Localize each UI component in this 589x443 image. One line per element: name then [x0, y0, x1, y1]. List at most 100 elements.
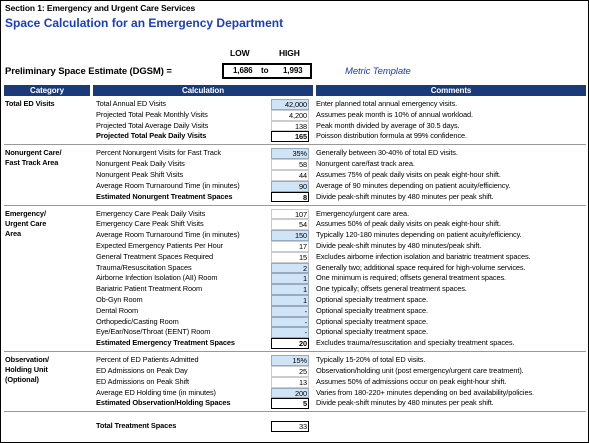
row-comment: Average of 90 minutes depending on patie… — [316, 180, 511, 190]
value-cell — [271, 305, 309, 317]
row-label: Nonurgent Peak Daily Visits — [96, 159, 185, 169]
row-comment: Peak month divided by average of 30.5 da… — [316, 120, 460, 130]
separator — [4, 411, 586, 413]
value-cell — [271, 273, 309, 285]
header-cell — [93, 85, 313, 96]
row-label: Percent Nonurgent Visits for Fast Track — [96, 148, 221, 158]
row-label: Average ED Holding time (in minutes) — [96, 387, 216, 397]
row-value: 35% — [292, 149, 308, 159]
value-cell — [271, 355, 309, 366]
row-label: Projected Total Average Daily Visits — [96, 120, 209, 130]
value-cell — [271, 230, 309, 241]
row-label: Total Annual ED Visits — [96, 99, 166, 108]
row-value: 15 — [298, 252, 307, 262]
row-label: ED Admissions on Peak Day — [96, 366, 188, 375]
row-value: 1 — [302, 296, 307, 305]
template-label: Metric Template — [345, 66, 411, 77]
header-cell — [316, 85, 586, 96]
category-label: Emergency/ — [5, 208, 46, 218]
row-label: Airborne Infection Isolation (AII) Room — [96, 273, 218, 283]
row-value: 25 — [298, 367, 307, 376]
row-label: Eye/Ear/Nose/Throat (EENT) Room — [96, 327, 211, 337]
row-value: 17 — [298, 242, 307, 251]
row-value: 58 — [298, 160, 307, 170]
value-cell — [271, 327, 309, 339]
row-value: 107 — [294, 209, 307, 219]
row-comment: One minimum is required; offsets general… — [316, 273, 507, 283]
low-label: LOW — [230, 48, 250, 58]
row-label: Ob-Gyn Room — [96, 295, 143, 304]
row-comment: Divide peak-shift minutes by 480 minutes… — [316, 241, 482, 250]
value-cell — [271, 131, 309, 143]
row-label: General Treatment Spaces Required — [96, 251, 214, 261]
estimate-box — [222, 63, 312, 79]
value-cell — [271, 219, 309, 231]
value-cell — [271, 295, 309, 306]
row-value: 2 — [302, 263, 307, 273]
row-comment: Typically 120-180 minutes depending on p… — [316, 230, 522, 240]
row-label: Average Room Turnaround Time (in minutes… — [96, 230, 240, 240]
row-label: Nonurgent Peak Shift Visits — [96, 170, 184, 179]
category-label: Observation/ — [5, 355, 49, 365]
value-cell — [271, 366, 309, 377]
value-cell — [271, 120, 309, 132]
estimate-high: 1,993 — [283, 66, 303, 75]
category-label: Nonurgent Care/ — [5, 148, 62, 158]
row-value: - — [304, 317, 307, 327]
row-comment: Optional specialty treatment space. — [316, 305, 428, 315]
row-label: Trauma/Resuscitation Spaces — [96, 262, 192, 272]
header-cell — [4, 85, 90, 96]
value-cell — [271, 387, 309, 399]
row-comment: Emergency/urgent care area. — [316, 208, 410, 218]
row-comment: Observation/holding unit (post emergency… — [316, 366, 524, 375]
row-value: 150 — [294, 231, 307, 241]
value-cell — [271, 398, 309, 410]
value-cell — [271, 109, 309, 121]
row-label: Projected Total Peak Monthly Visits — [96, 109, 208, 119]
row-comment: Assumes 50% of admissions occur on peak … — [316, 376, 507, 386]
value-cell — [271, 159, 309, 170]
row-label: Percent of ED Patients Admitted — [96, 355, 199, 365]
high-label: HIGH — [279, 48, 300, 58]
row-label: Expected Emergency Patients Per Hour — [96, 241, 224, 250]
category-label: Fast Track Area — [5, 158, 59, 168]
category-label: Holding Unit — [5, 365, 48, 375]
estimate-label: Preliminary Space Estimate (DGSM) = — [5, 66, 172, 77]
row-value: 8 — [302, 192, 307, 202]
row-value: 90 — [298, 181, 307, 191]
row-comment: Divide peak-shift minutes by 480 minutes… — [316, 398, 494, 408]
page-title: Space Calculation for an Emergency Depar… — [5, 16, 284, 30]
value-cell — [271, 262, 309, 274]
value-cell — [271, 191, 309, 203]
value-cell — [271, 316, 309, 328]
row-value: 138 — [294, 121, 307, 131]
row-value: 42,000 — [284, 100, 307, 109]
row-label: Estimated Observation/Holding Spaces — [96, 398, 231, 408]
row-value: 1 — [302, 274, 307, 284]
row-comment: Assumes 75% of peak daily visits on peak… — [316, 170, 501, 179]
row-comment: Generally between 30-40% of total ED vis… — [316, 148, 458, 158]
row-comment: Assumes peak month is 10% of annual work… — [316, 109, 473, 119]
separator — [4, 204, 586, 206]
header-label: Calculation — [181, 86, 225, 95]
row-value: - — [304, 328, 307, 338]
row-comment: Divide peak-shift minutes by 480 minutes… — [316, 191, 494, 201]
row-comment: Generally two; additional space required… — [316, 262, 526, 272]
row-value: 200 — [294, 388, 307, 398]
row-label: Projected Total Peak Daily Visits — [96, 131, 207, 141]
row-label: Average Room Turnaround Time (in minutes… — [96, 180, 240, 190]
row-value: 165 — [294, 132, 307, 142]
row-label: Emergency Care Peak Shift Visits — [96, 219, 204, 229]
row-comment: Optional specialty treatment space. — [316, 295, 428, 304]
header-label: Category — [30, 86, 64, 95]
header-label: Comments — [430, 86, 472, 95]
row-comment: Excludes trauma/resuscitation and specia… — [316, 338, 515, 348]
row-value: 5 — [302, 399, 307, 409]
value-cell — [271, 251, 309, 263]
row-label: Orthopedic/Casting Room — [96, 316, 179, 326]
separator — [4, 351, 586, 353]
row-value: - — [304, 306, 307, 316]
value-cell — [271, 148, 309, 160]
estimate-to: to — [261, 66, 269, 75]
